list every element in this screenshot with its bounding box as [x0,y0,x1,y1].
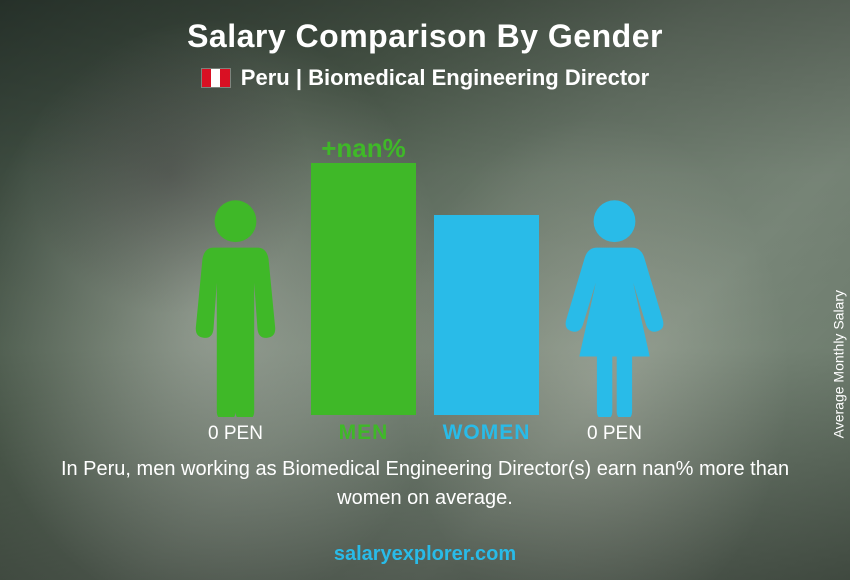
flag-stripe [202,69,211,87]
women-bar-column: WOMEN [434,215,539,445]
men-bar-label: MEN [339,421,389,445]
difference-label: +nan% [311,133,416,164]
men-bar [311,163,416,415]
flag-stripe [211,69,220,87]
woman-icon [557,197,672,417]
peru-flag-icon [201,68,231,88]
women-bar-label: WOMEN [443,421,531,445]
page-title: Salary Comparison By Gender [0,0,850,55]
job-title: Biomedical Engineering Director [308,65,649,90]
subtitle-text: Peru | Biomedical Engineering Director [241,65,649,91]
men-icon-column: 0 PEN [178,197,293,445]
infographic-content: Salary Comparison By Gender Peru | Biome… [0,0,850,580]
separator: | [290,65,308,90]
y-axis-label: Average Monthly Salary [830,290,846,438]
bar-chart: 0 PEN +nan% MEN WOMEN 0 PEN [0,115,850,445]
women-icon-column: 0 PEN [557,197,672,445]
country-name: Peru [241,65,290,90]
man-icon [178,197,293,417]
subtitle-row: Peru | Biomedical Engineering Director [0,65,850,91]
men-bar-column: +nan% MEN [311,163,416,445]
flag-stripe [220,69,229,87]
women-salary-value: 0 PEN [587,423,642,445]
description-text: In Peru, men working as Biomedical Engin… [40,455,810,513]
women-bar [434,215,539,415]
men-salary-value: 0 PEN [208,423,263,445]
footer-source: salaryexplorer.com [0,543,850,566]
